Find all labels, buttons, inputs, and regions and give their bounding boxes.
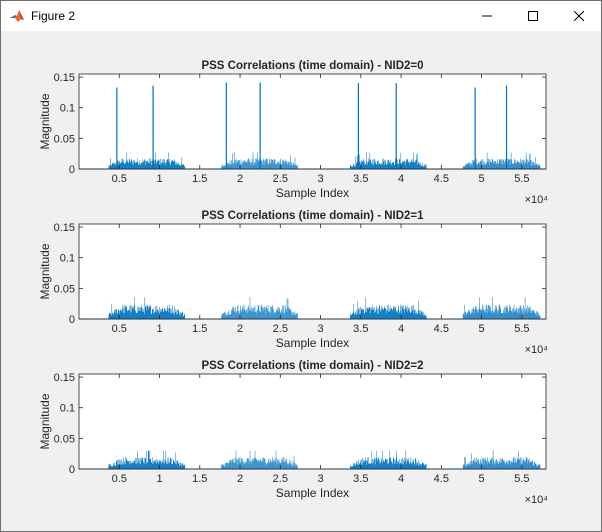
- series-segment-2: [221, 297, 298, 319]
- window-title: Figure 2: [31, 9, 76, 23]
- x-tick-label: 4.5: [434, 473, 449, 485]
- x-tick-label: 1: [156, 323, 162, 335]
- x-tick-label: 5.5: [514, 173, 529, 185]
- y-axis-label: Magnitude: [38, 93, 52, 149]
- x-tick-label: 2.5: [273, 173, 288, 185]
- y-tick-label: 0.15: [54, 222, 75, 234]
- x-tick-label: 1: [156, 173, 162, 185]
- y-tick-label: 0: [69, 164, 75, 176]
- x-tick-label: 5.5: [514, 323, 529, 335]
- x-tick-label: 2: [237, 473, 243, 485]
- y-tick-label: 0.15: [54, 72, 75, 84]
- x-tick-label: 1: [156, 473, 162, 485]
- matlab-icon: [9, 8, 25, 24]
- x-tick-label: 4: [398, 473, 404, 485]
- plot-area: [79, 224, 546, 319]
- y-tick-label: 0.05: [54, 133, 75, 145]
- axes-2: 0.5 1 1.5 2 2.5 3 3.5 4 4.5 5 5.5 0 0.05 0.1 0.15 PSS C…: [38, 210, 548, 356]
- x-tick-label: 3: [317, 473, 323, 485]
- series-segment-4: [462, 297, 541, 319]
- y-tick-label: 0.05: [54, 433, 75, 445]
- series-segment-4: [462, 450, 541, 469]
- y-tick-label: 0.1: [60, 253, 75, 265]
- plot-area: [79, 74, 546, 169]
- y-tick-label: 0.15: [54, 372, 75, 384]
- axes-box: [78, 373, 547, 470]
- x-tick-label: 1.5: [192, 323, 207, 335]
- axes-box: [78, 223, 547, 320]
- x-tick-label: 2: [237, 323, 243, 335]
- x-tick-label: 4: [398, 323, 404, 335]
- axes-box: [78, 73, 547, 170]
- x-tick-label: 1.5: [192, 173, 207, 185]
- y-tick-label: 0: [69, 464, 75, 476]
- minimize-button[interactable]: [464, 1, 510, 31]
- y-axis-label: Magnitude: [38, 243, 52, 299]
- x-axis-label: Sample Index: [276, 486, 349, 500]
- x-exponent-label: ×10⁴: [525, 494, 549, 506]
- x-axis-label: Sample Index: [276, 186, 349, 200]
- axes-title: PSS Correlations (time domain) - NID2=1: [201, 210, 424, 222]
- x-tick-label: 1.5: [192, 473, 207, 485]
- y-tick-label: 0.1: [60, 403, 75, 415]
- x-tick-label: 3.5: [353, 473, 368, 485]
- axes-title: PSS Correlations (time domain) - NID2=0: [201, 60, 423, 72]
- axes-title: PSS Correlations (time domain) - NID2=2: [201, 360, 423, 372]
- x-tick-label: 4.5: [434, 173, 449, 185]
- y-tick-label: 0: [69, 314, 75, 326]
- minimize-icon: [482, 15, 492, 17]
- y-tick-label: 0.05: [54, 283, 75, 295]
- x-tick-label: 3: [317, 173, 323, 185]
- series-segment-2: [221, 152, 298, 169]
- axes-3: 0.5 1 1.5 2 2.5 3 3.5 4 4.5 5 5.5 0 0.05 0.1 0.15 PSS C…: [38, 360, 548, 506]
- x-axis-label: Sample Index: [276, 336, 349, 350]
- maximize-button[interactable]: [510, 1, 556, 31]
- x-tick-label: 5: [479, 173, 485, 185]
- x-tick-label: 5: [479, 323, 485, 335]
- x-tick-label: 4.5: [434, 323, 449, 335]
- x-tick-label: 3.5: [353, 323, 368, 335]
- x-tick-label: 2.5: [273, 473, 288, 485]
- y-tick-label: 0.1: [60, 103, 75, 115]
- y-axis-label: Magnitude: [38, 393, 52, 449]
- series-segment-2: [221, 450, 298, 469]
- x-exponent-label: ×10⁴: [525, 344, 549, 356]
- x-tick-label: 3: [317, 323, 323, 335]
- x-tick-label: 0.5: [112, 173, 127, 185]
- x-tick-label: 0.5: [112, 323, 127, 335]
- close-button[interactable]: [556, 1, 602, 31]
- plot-area: [79, 374, 546, 469]
- x-tick-label: 2: [237, 173, 243, 185]
- maximize-icon: [528, 11, 538, 21]
- x-tick-label: 4: [398, 173, 404, 185]
- title-bar[interactable]: Figure 2: [1, 1, 601, 31]
- figure-canvas[interactable]: 0.5 1 1.5 2 2.5 3 3.5 4 4.5 5 5.5 0 0.05 0.1 0.15 PSS C…: [1, 31, 601, 531]
- x-tick-label: 3.5: [353, 173, 368, 185]
- x-tick-label: 5: [479, 473, 485, 485]
- x-tick-label: 0.5: [112, 473, 127, 485]
- x-tick-label: 5.5: [514, 473, 529, 485]
- axes-1: 0.5 1 1.5 2 2.5 3 3.5 4 4.5 5 5.5 0 0.05 0.1 0.15 PSS C…: [38, 60, 548, 206]
- x-exponent-label: ×10⁴: [525, 194, 549, 206]
- close-icon: [574, 11, 584, 21]
- x-tick-label: 2.5: [273, 323, 288, 335]
